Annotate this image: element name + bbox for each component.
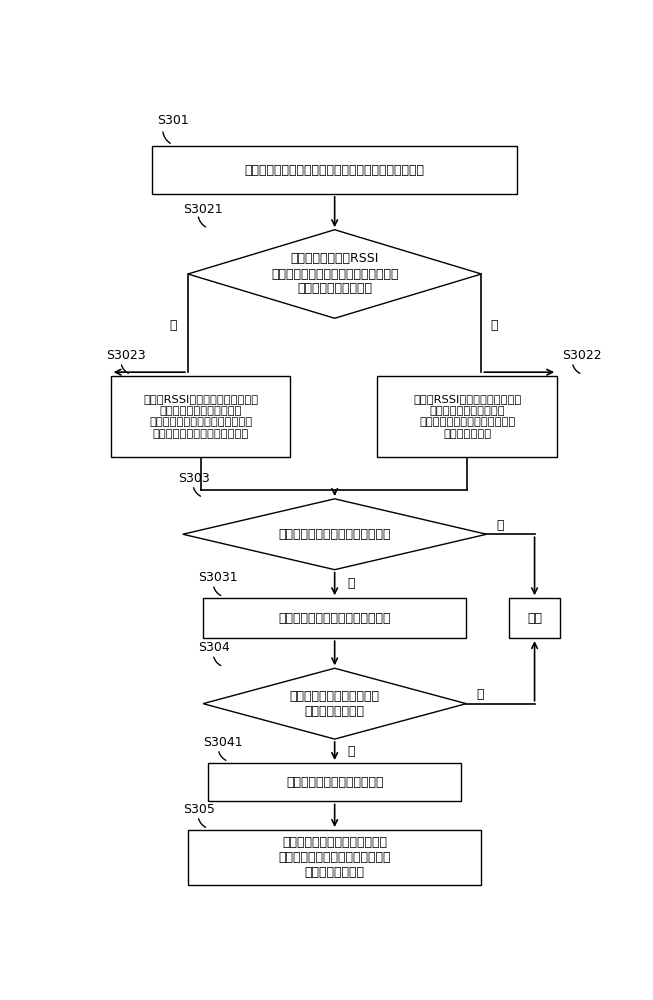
Text: 则所述第二计数器的计数增加一次: 则所述第二计数器的计数增加一次: [278, 612, 391, 625]
Text: S303: S303: [178, 472, 210, 485]
FancyBboxPatch shape: [509, 598, 560, 638]
Text: S305: S305: [183, 803, 215, 816]
Text: 判断第二计数器的计数是否
大于第五预定次数: 判断第二计数器的计数是否 大于第五预定次数: [290, 690, 379, 718]
Text: S3021: S3021: [183, 203, 223, 216]
Text: 响应于基带外的干扰信号的强度
大于预定值，控制射频前端的增益
，以抑制干扰信号: 响应于基带外的干扰信号的强度 大于预定值，控制射频前端的增益 ，以抑制干扰信号: [278, 836, 391, 879]
FancyBboxPatch shape: [208, 763, 461, 801]
Polygon shape: [188, 230, 481, 318]
Text: 是: 是: [490, 319, 498, 332]
Text: 是: 是: [347, 745, 355, 758]
FancyBboxPatch shape: [111, 376, 291, 457]
Text: 若判断RSSI大于第八预设值，而带
外噪声能量值在第九预设值
以下，且第一计数器的次数大于零
，则第一计数器的计数减少一次: 若判断RSSI大于第八预设值，而带 外噪声能量值在第九预设值 以下，且第一计数器…: [143, 394, 258, 439]
Text: 利用数字信号处理算法检测是否存在基带外的干扰信号: 利用数字信号处理算法检测是否存在基带外的干扰信号: [245, 164, 424, 177]
Text: S304: S304: [198, 641, 230, 654]
Polygon shape: [183, 499, 486, 570]
FancyBboxPatch shape: [377, 376, 557, 457]
Text: 否: 否: [497, 519, 504, 532]
Text: S301: S301: [157, 114, 189, 127]
Text: 否: 否: [477, 688, 484, 701]
Text: S3023: S3023: [106, 349, 145, 362]
Text: 每隔预定时间判断RSSI
是否大于第八预设值，且带外噪声能量
值是否大于第九预设值: 每隔预定时间判断RSSI 是否大于第八预设值，且带外噪声能量 值是否大于第九预设…: [271, 252, 398, 296]
FancyBboxPatch shape: [153, 146, 517, 194]
Text: 结束: 结束: [527, 612, 542, 625]
Polygon shape: [203, 668, 466, 739]
Text: S3031: S3031: [198, 571, 238, 584]
Text: 基带外的干扰信号大于预定值: 基带外的干扰信号大于预定值: [286, 776, 383, 789]
FancyBboxPatch shape: [203, 598, 466, 638]
Text: S3022: S3022: [562, 349, 602, 362]
Text: 若判断RSSI大于第八预设值，且
带外噪声能量值大于第九
预设值，则第一计数器计数增加
至第四预定次数: 若判断RSSI大于第八预设值，且 带外噪声能量值大于第九 预设值，则第一计数器计…: [413, 394, 521, 439]
Text: S3041: S3041: [203, 736, 243, 749]
Text: 判断第一计数器的计数是否大于零: 判断第一计数器的计数是否大于零: [278, 528, 391, 541]
FancyBboxPatch shape: [188, 830, 481, 885]
Text: 否: 否: [169, 319, 176, 332]
Text: 是: 是: [347, 577, 355, 590]
